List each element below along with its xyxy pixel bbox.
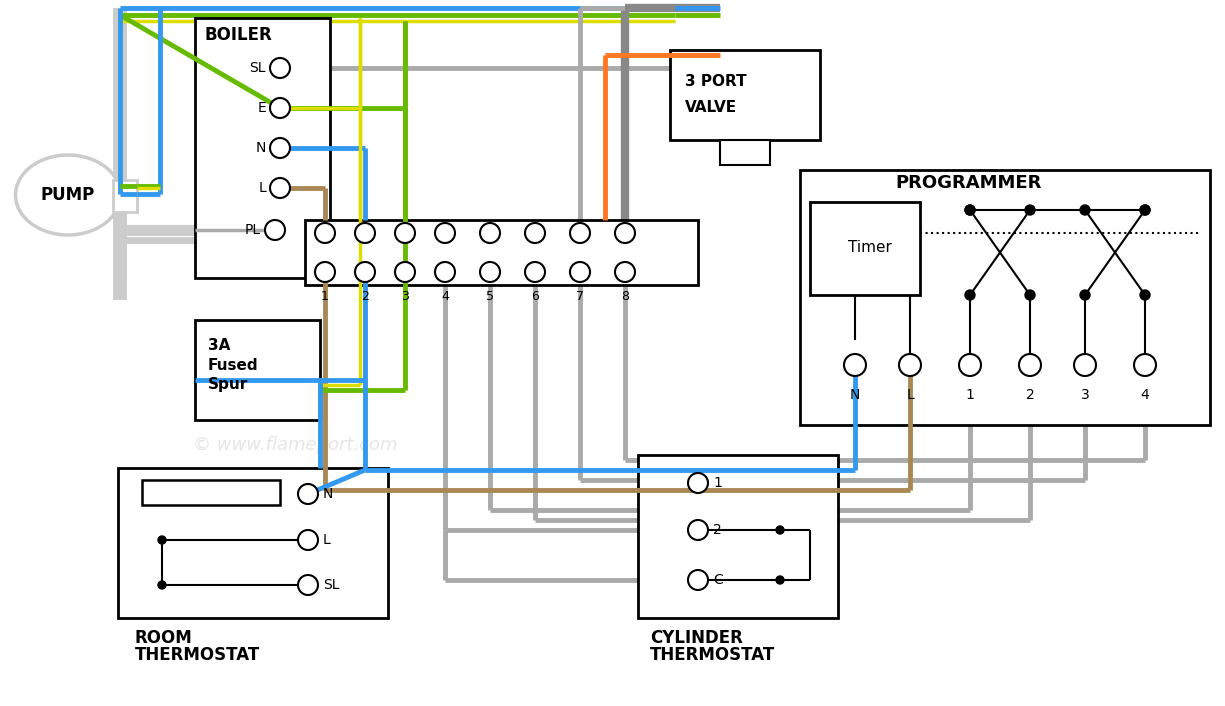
Text: VALVE: VALVE (685, 100, 737, 116)
Circle shape (270, 58, 290, 78)
Text: 2: 2 (1025, 388, 1034, 402)
Text: CYLINDER: CYLINDER (650, 629, 742, 647)
Circle shape (899, 354, 921, 376)
Circle shape (355, 223, 375, 243)
Text: © www.flameport.com: © www.flameport.com (192, 436, 397, 454)
Circle shape (435, 223, 454, 243)
Circle shape (265, 220, 285, 240)
Text: BOILER: BOILER (205, 26, 273, 44)
Circle shape (298, 530, 318, 550)
Circle shape (959, 354, 981, 376)
Circle shape (158, 536, 167, 544)
Text: Timer: Timer (848, 241, 892, 256)
Bar (118, 468, 388, 618)
Text: SL: SL (323, 578, 339, 592)
Circle shape (965, 290, 975, 300)
Text: 5: 5 (486, 290, 494, 303)
Text: PROGRAMMER: PROGRAMMER (895, 174, 1041, 192)
Circle shape (1025, 205, 1035, 215)
Text: 6: 6 (532, 290, 539, 303)
Bar (195, 18, 330, 278)
Circle shape (526, 262, 545, 282)
Circle shape (1080, 205, 1090, 215)
Bar (720, 140, 771, 165)
Text: L: L (323, 533, 331, 547)
Circle shape (570, 262, 590, 282)
Circle shape (775, 576, 784, 584)
Circle shape (270, 178, 290, 198)
Circle shape (480, 262, 500, 282)
Text: L: L (906, 388, 914, 402)
Text: 8: 8 (621, 290, 628, 303)
Text: 4: 4 (1140, 388, 1149, 402)
Text: PL: PL (245, 223, 261, 237)
Text: N: N (850, 388, 860, 402)
Circle shape (844, 354, 866, 376)
Circle shape (615, 223, 635, 243)
Circle shape (355, 262, 375, 282)
Circle shape (965, 205, 975, 215)
Circle shape (435, 262, 454, 282)
Text: 1: 1 (321, 290, 330, 303)
Circle shape (1025, 290, 1035, 300)
Circle shape (615, 262, 635, 282)
Circle shape (526, 223, 545, 243)
Circle shape (158, 581, 167, 589)
Text: SL: SL (250, 61, 266, 75)
Circle shape (1074, 354, 1096, 376)
Bar (670, 50, 820, 140)
Text: Spur: Spur (208, 378, 249, 393)
Circle shape (688, 473, 708, 493)
Circle shape (1019, 354, 1041, 376)
Text: THERMOSTAT: THERMOSTAT (650, 646, 775, 664)
Bar (810, 202, 920, 295)
Bar (142, 480, 281, 505)
Text: E: E (257, 101, 266, 115)
Text: L: L (258, 181, 266, 195)
Text: 1: 1 (713, 476, 722, 490)
Circle shape (688, 520, 708, 540)
Circle shape (315, 223, 334, 243)
Circle shape (298, 575, 318, 595)
Text: 3A: 3A (208, 337, 230, 352)
Text: 4: 4 (441, 290, 448, 303)
Text: 3 PORT: 3 PORT (685, 75, 746, 90)
Circle shape (965, 205, 975, 215)
Circle shape (1140, 205, 1150, 215)
Bar (195, 320, 320, 420)
Text: PUMP: PUMP (40, 186, 96, 204)
Circle shape (1134, 354, 1156, 376)
Circle shape (688, 570, 708, 590)
Text: 2: 2 (361, 290, 369, 303)
Circle shape (570, 223, 590, 243)
Ellipse shape (16, 155, 120, 235)
Text: ROOM: ROOM (135, 629, 192, 647)
Circle shape (775, 526, 784, 534)
Text: THERMOSTAT: THERMOSTAT (135, 646, 260, 664)
Circle shape (270, 138, 290, 158)
Circle shape (1140, 205, 1150, 215)
Bar (638, 455, 838, 618)
Bar (800, 170, 1210, 425)
Text: C: C (713, 573, 723, 587)
Circle shape (270, 98, 290, 118)
Text: Fused: Fused (208, 357, 258, 373)
Circle shape (315, 262, 334, 282)
Text: N: N (256, 141, 266, 155)
Text: 1: 1 (965, 388, 974, 402)
Text: N: N (323, 487, 333, 501)
Circle shape (298, 484, 318, 504)
Bar (113, 180, 137, 212)
Text: 2: 2 (713, 523, 722, 537)
Circle shape (1080, 290, 1090, 300)
Text: 3: 3 (401, 290, 409, 303)
Circle shape (394, 223, 415, 243)
Circle shape (480, 223, 500, 243)
Text: © www.flameport.com: © www.flameport.com (363, 239, 567, 257)
Text: 7: 7 (576, 290, 584, 303)
Circle shape (1140, 290, 1150, 300)
Circle shape (394, 262, 415, 282)
Bar (305, 220, 698, 285)
Text: 3: 3 (1080, 388, 1089, 402)
